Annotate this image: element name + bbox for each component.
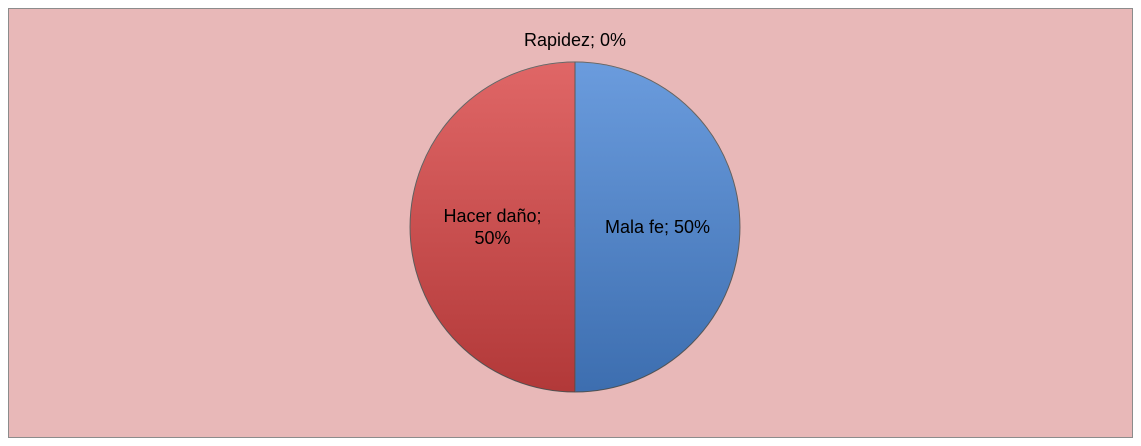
slice-shade (410, 62, 575, 392)
slice-shade (575, 62, 740, 392)
data-label: Rapidez; 0% (523, 30, 627, 50)
data-label: Hacer daño; 50% (443, 206, 542, 248)
data-label: Mala fe; 50% (604, 217, 711, 237)
